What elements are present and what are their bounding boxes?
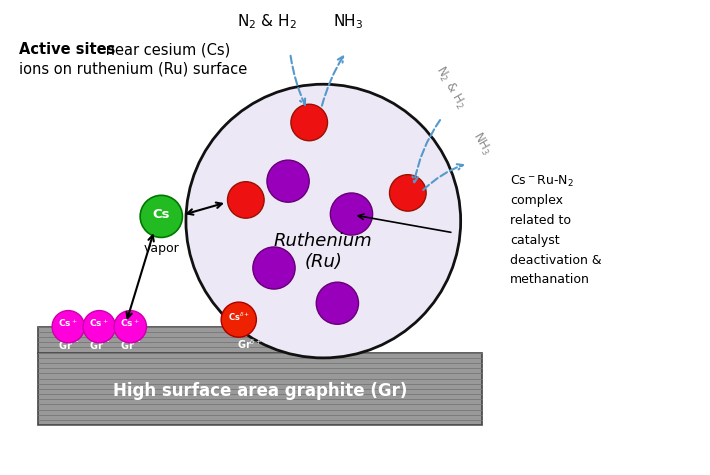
Text: NH$_3$: NH$_3$ xyxy=(333,12,363,31)
Ellipse shape xyxy=(267,160,310,202)
Text: Cs$^-$Ru-N$_2$: Cs$^-$Ru-N$_2$ xyxy=(510,174,574,189)
Text: Gr$^{\delta+}$: Gr$^{\delta+}$ xyxy=(236,338,262,352)
Text: High surface area graphite (Gr): High surface area graphite (Gr) xyxy=(113,382,407,400)
Text: Cs$^+$: Cs$^+$ xyxy=(120,317,141,329)
Ellipse shape xyxy=(186,84,461,358)
Text: Cs$^+$: Cs$^+$ xyxy=(58,317,78,329)
Ellipse shape xyxy=(291,104,327,141)
Text: Gr$^-$: Gr$^-$ xyxy=(58,339,79,351)
Ellipse shape xyxy=(330,193,373,235)
Ellipse shape xyxy=(227,182,264,218)
Text: near cesium (Cs): near cesium (Cs) xyxy=(102,42,231,57)
Text: complex: complex xyxy=(510,194,563,208)
Text: catalyst: catalyst xyxy=(510,234,559,247)
Text: N$_2$ & H$_2$: N$_2$ & H$_2$ xyxy=(432,63,469,111)
Bar xyxy=(38,352,482,425)
Text: ions on ruthenium (Ru) surface: ions on ruthenium (Ru) surface xyxy=(19,61,247,76)
Text: related to: related to xyxy=(510,214,571,227)
Text: Active sites: Active sites xyxy=(19,42,115,57)
Ellipse shape xyxy=(83,311,116,343)
Text: vapor: vapor xyxy=(143,242,179,255)
Ellipse shape xyxy=(390,175,426,211)
Text: Cs: Cs xyxy=(153,208,170,220)
Text: deactivation &: deactivation & xyxy=(510,254,601,266)
Text: Ruthenium
(Ru): Ruthenium (Ru) xyxy=(274,232,373,271)
Text: Gr$^-$: Gr$^-$ xyxy=(89,339,110,351)
Ellipse shape xyxy=(221,302,256,337)
Text: Cs$^+$: Cs$^+$ xyxy=(89,317,109,329)
Ellipse shape xyxy=(316,282,359,324)
Text: methanation: methanation xyxy=(510,273,590,286)
Text: Cs$^{\delta+}$: Cs$^{\delta+}$ xyxy=(228,311,250,323)
Ellipse shape xyxy=(114,311,146,343)
Ellipse shape xyxy=(52,311,84,343)
Text: NH$_3$: NH$_3$ xyxy=(469,130,494,158)
Ellipse shape xyxy=(140,195,182,238)
Bar xyxy=(38,327,341,352)
Text: Gr$^-$: Gr$^-$ xyxy=(120,339,141,351)
Text: N$_2$ & H$_2$: N$_2$ & H$_2$ xyxy=(237,12,297,31)
Ellipse shape xyxy=(253,247,295,289)
